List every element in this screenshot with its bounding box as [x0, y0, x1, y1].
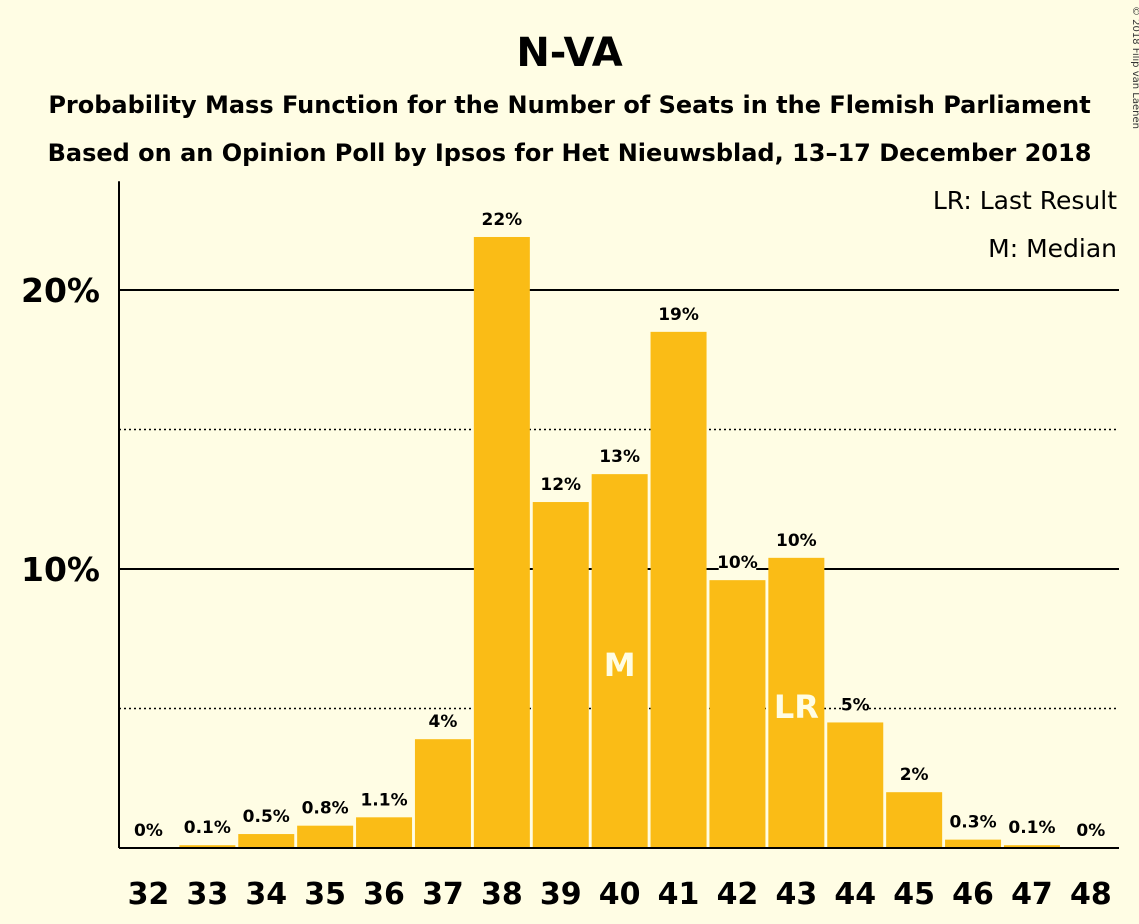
chart-subtitle-2: Based on an Opinion Poll by Ipsos for He… [48, 139, 1092, 167]
data-label-41: 19% [658, 305, 699, 325]
data-label-bg [1007, 817, 1056, 839]
x-tick-label-43: 43 [775, 877, 817, 912]
bar-seats-38 [473, 236, 530, 849]
data-label-32: 0% [134, 821, 163, 841]
legend-last-result: LR: Last Result [933, 186, 1117, 215]
data-label-37: 4% [429, 712, 458, 732]
data-labels: 0% 0.1% 0.5% 0.8% 1.1% 4% 22% 12% 13% M 19% 10% 10% L… [134, 208, 1105, 841]
bar-seats-35 [297, 825, 354, 848]
bar-seats-44 [827, 722, 884, 848]
bar-seats-37 [414, 739, 471, 848]
x-tick-label-46: 46 [952, 877, 994, 912]
data-label-bg [841, 694, 869, 716]
data-label-bg [1077, 820, 1105, 841]
x-tick-label-42: 42 [717, 877, 759, 912]
bar-seats-45 [886, 792, 943, 848]
data-label-39: 12% [540, 475, 581, 495]
data-label-46: 0.3% [949, 813, 996, 833]
data-label-bg [183, 817, 232, 839]
data-label-44: 5% [841, 695, 870, 715]
bar-seats-36 [356, 817, 413, 848]
data-label-38: 22% [481, 210, 522, 230]
data-label-47: 0.1% [1008, 818, 1055, 838]
data-label-bg [600, 446, 639, 468]
data-label-bg [483, 208, 521, 230]
axis-ticks: 10% 20% 32 33 34 35 36 37 38 39 40 41 42 43 44 45 46 47 48 [21, 271, 1112, 912]
data-label-bg [949, 811, 998, 833]
data-label-bg [718, 552, 757, 574]
data-label-35: 0.8% [302, 799, 349, 819]
last-result-marker: LR [774, 688, 819, 726]
x-tick-label-35: 35 [304, 877, 346, 912]
data-label-bg [900, 764, 928, 786]
copyright-note: © 2018 Filip van Laenen [1130, 6, 1139, 129]
x-tick-label-37: 37 [422, 877, 464, 912]
x-tick-label-34: 34 [245, 877, 287, 912]
data-label-bg [542, 474, 580, 496]
y-tick-label: 10% [21, 550, 100, 589]
x-tick-label-40: 40 [599, 877, 641, 912]
x-tick-label-36: 36 [363, 877, 405, 912]
x-tick-label-32: 32 [128, 877, 170, 912]
data-label-bg [134, 820, 162, 841]
data-label-bg [360, 789, 409, 811]
x-tick-label-38: 38 [481, 877, 523, 912]
data-label-36: 1.1% [360, 790, 407, 810]
bar-seats-33 [179, 845, 236, 848]
data-label-bg [242, 806, 291, 828]
bars [179, 236, 1060, 849]
x-tick-label-41: 41 [658, 877, 700, 912]
data-label-bg [301, 797, 350, 819]
x-tick-label-47: 47 [1011, 877, 1053, 912]
bar-seats-34 [238, 834, 295, 848]
x-tick-label-44: 44 [834, 877, 876, 912]
bar-seats-39 [532, 502, 589, 848]
data-label-bg [777, 529, 816, 551]
data-label-40: 13% [599, 447, 640, 467]
legend-median: M: Median [988, 234, 1117, 263]
x-tick-label-48: 48 [1070, 877, 1112, 912]
chart-title: N-VA [516, 30, 622, 76]
y-tick-label: 20% [21, 271, 100, 310]
bar-seats-42 [709, 580, 766, 848]
chart-subtitle-1: Probability Mass Function for the Number… [48, 91, 1090, 119]
data-label-bg [659, 303, 698, 325]
bar-seats-40 [591, 474, 648, 848]
x-tick-label-39: 39 [540, 877, 582, 912]
bar-seats-47 [1003, 845, 1060, 848]
bar-seats-46 [945, 839, 1002, 848]
median-marker: M [604, 646, 636, 684]
data-label-33: 0.1% [184, 818, 231, 838]
bar-seats-41 [650, 331, 707, 849]
data-label-43: 10% [776, 531, 817, 551]
data-label-34: 0.5% [243, 807, 290, 827]
data-label-48: 0% [1076, 821, 1105, 841]
data-label-bg [429, 711, 457, 733]
x-tick-label-33: 33 [186, 877, 228, 912]
data-label-45: 2% [900, 765, 929, 785]
data-label-42: 10% [717, 553, 758, 573]
bar-seats-43 [768, 557, 825, 848]
x-tick-label-45: 45 [893, 877, 935, 912]
